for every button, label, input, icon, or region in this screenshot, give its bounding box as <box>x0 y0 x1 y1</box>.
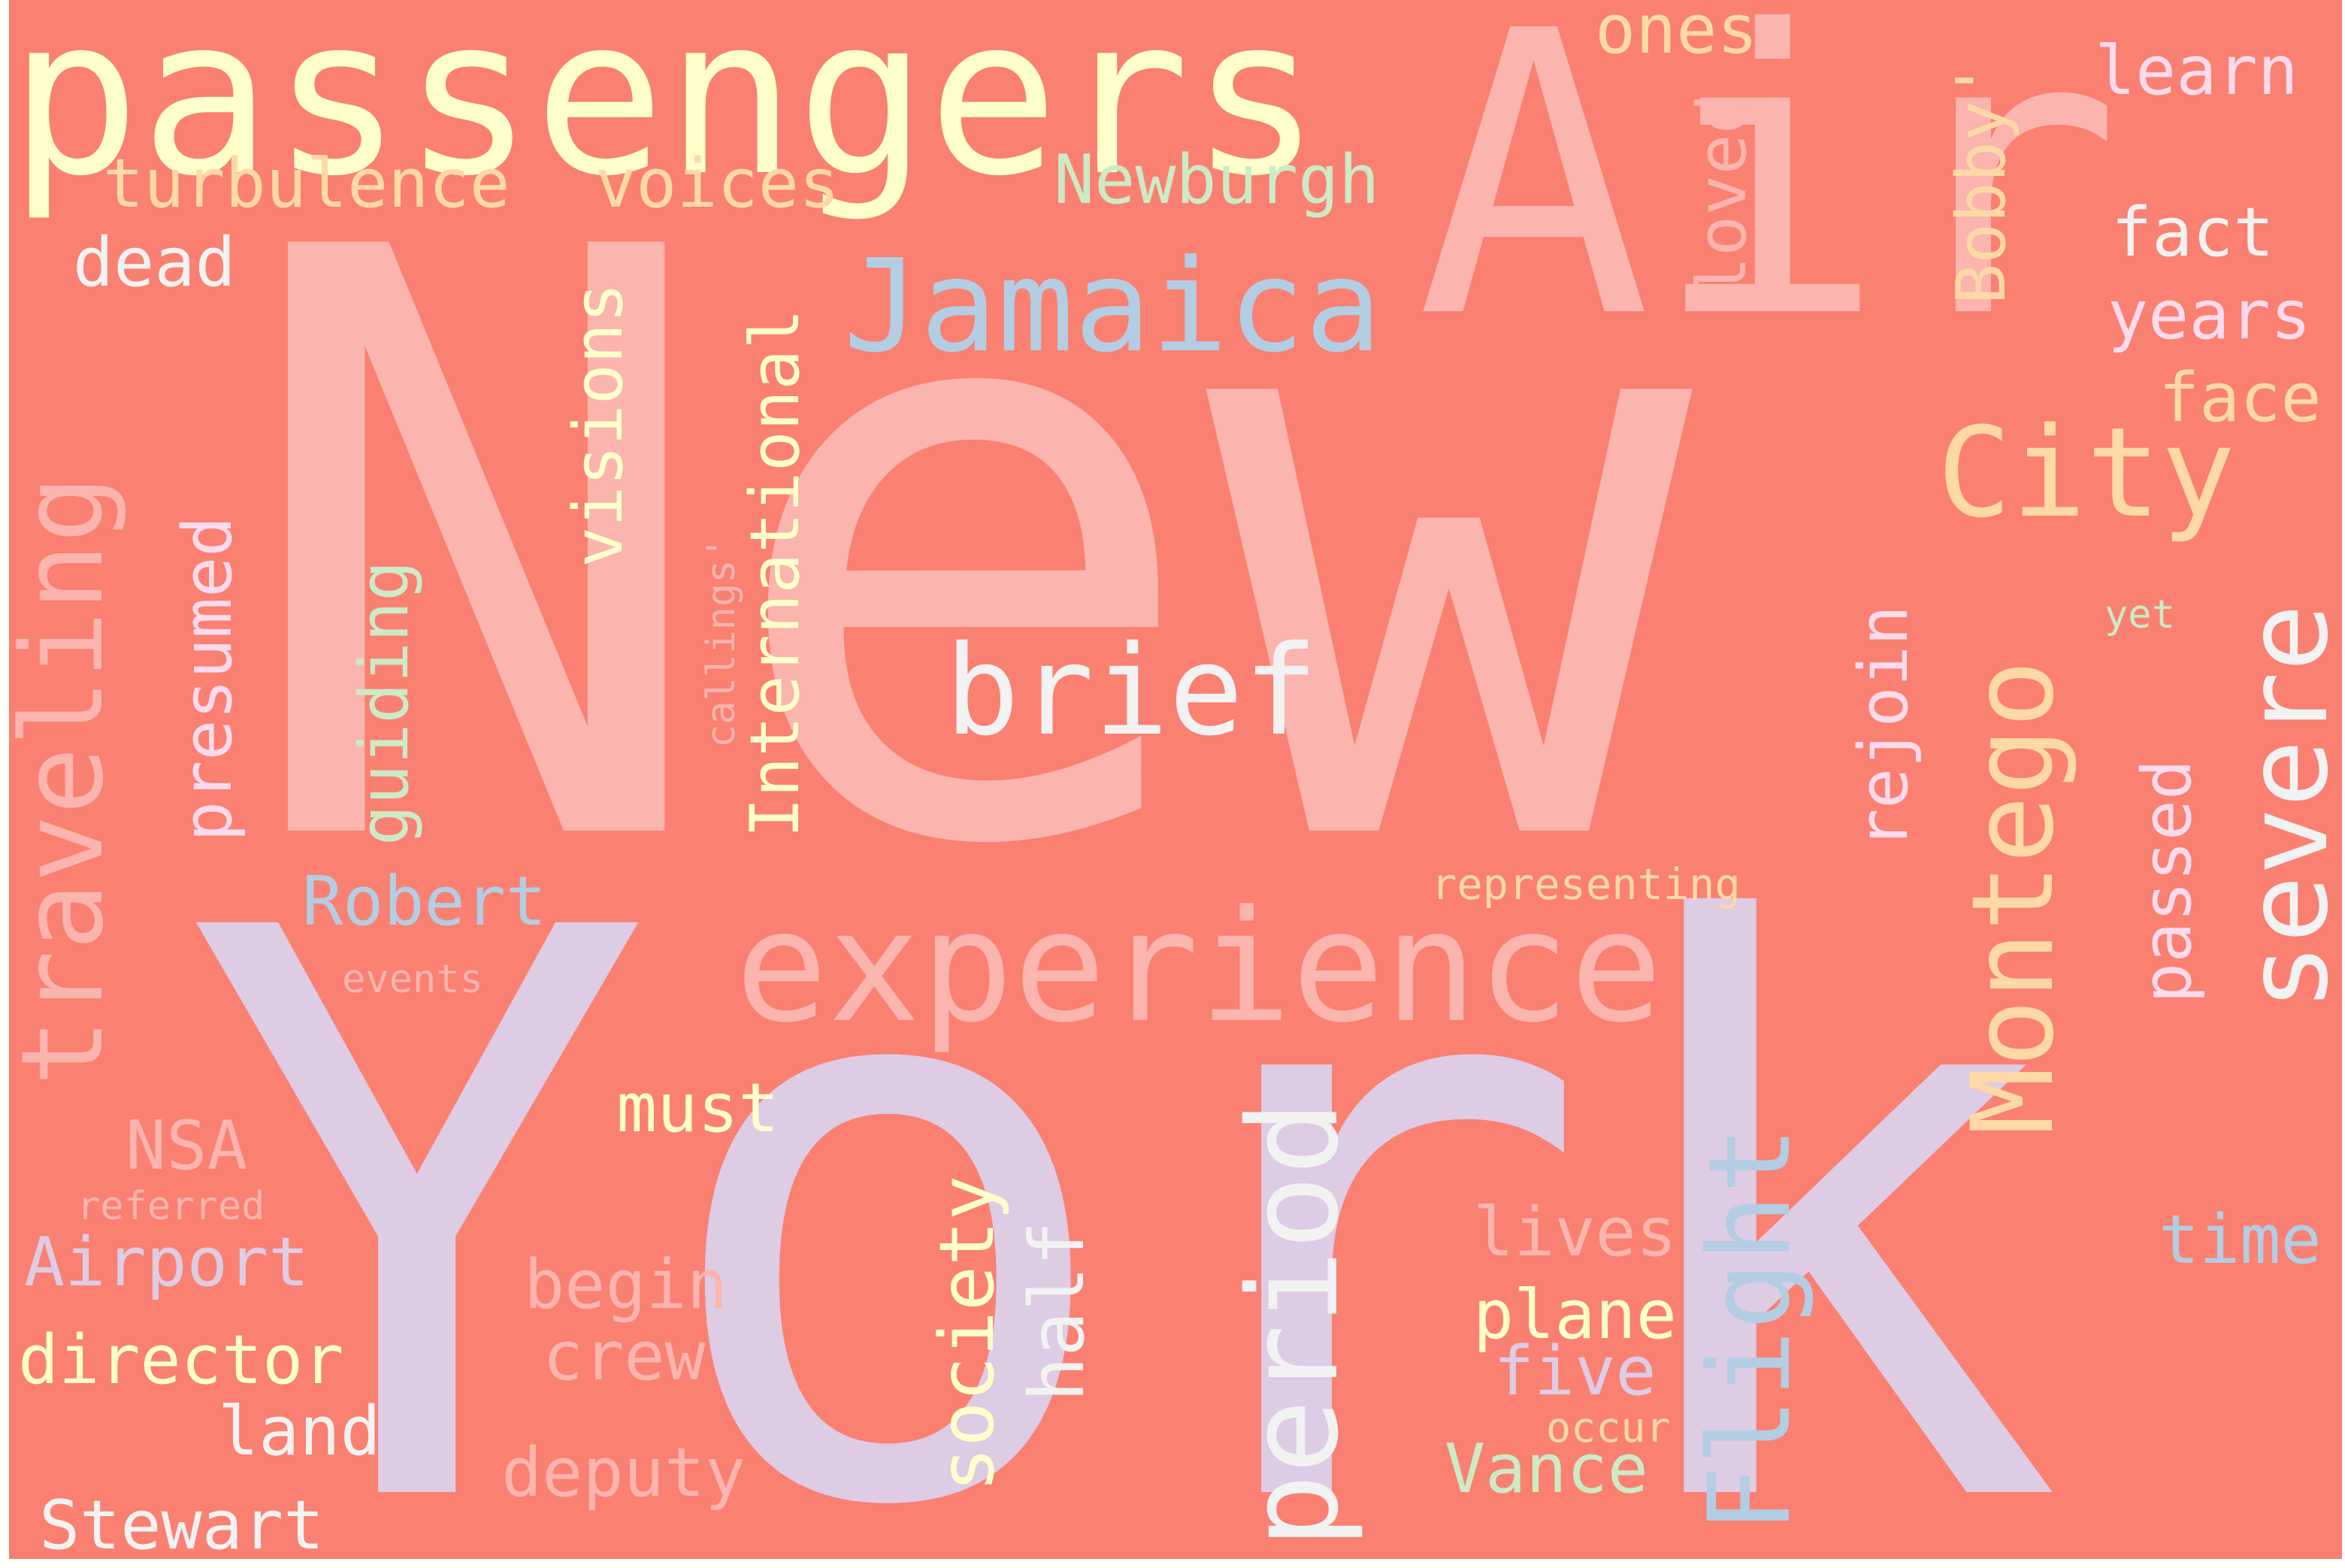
word-director: director <box>18 1321 344 1400</box>
word-rejoin: rejoin <box>1844 604 1923 849</box>
word-ones: ones <box>1595 0 1758 69</box>
word-period: period <box>1221 1100 1366 1548</box>
word-callings: callings' <box>699 536 744 748</box>
word-robert: Robert <box>302 862 547 941</box>
word-half: half <box>1013 1221 1101 1402</box>
word-presumed: presumed <box>168 516 247 842</box>
word-brief: brief <box>945 619 1318 763</box>
word-flight: Flight <box>1685 1126 1816 1533</box>
word-severe: severe <box>2222 604 2342 1011</box>
word-air: Air <box>1416 0 2123 404</box>
word-new: New <box>233 80 1693 1022</box>
word-years: years <box>2107 276 2311 355</box>
word-visions: visions <box>559 282 638 568</box>
word-five: five <box>1493 1332 1657 1411</box>
word-bobby: Bobby' <box>1942 59 2021 304</box>
word-referred: referred <box>77 1184 265 1229</box>
word-events: events <box>342 957 483 1002</box>
word-york: York <box>182 767 2065 1559</box>
word-cloud: New York Air passengers experience Jamai… <box>9 0 2342 1559</box>
word-jamaica: Jamaica <box>843 232 1382 381</box>
word-deputy: deputy <box>501 1433 746 1512</box>
word-dead: dead <box>73 223 236 302</box>
word-newburgh: Newburgh <box>1054 141 1380 219</box>
word-fact: fact <box>2111 193 2274 272</box>
word-experience: experience <box>735 878 1663 1057</box>
word-begin: begin <box>524 1246 728 1324</box>
word-montego: Montego <box>1948 659 2079 1135</box>
word-society: society <box>923 1175 1011 1492</box>
word-yet: yet <box>2104 592 2175 637</box>
word-loved: loved <box>1683 93 1762 297</box>
word-guiding: guiding <box>345 560 424 846</box>
word-voices: voices <box>595 144 840 223</box>
word-stewart: Stewart <box>39 1486 325 1560</box>
word-turbulence: turbulence <box>103 144 510 223</box>
word-airport: Airport <box>24 1223 310 1302</box>
word-face: face <box>2159 359 2322 437</box>
word-crew: crew <box>543 1317 706 1396</box>
word-vance: Vance <box>1445 1430 1648 1509</box>
word-international: International <box>736 308 815 838</box>
word-learn: learn <box>2095 32 2298 110</box>
word-nsa: NSA <box>126 1106 248 1185</box>
word-representing: representing <box>1431 860 1741 910</box>
word-passed: passed <box>2128 758 2207 1003</box>
word-land: land <box>218 1392 381 1471</box>
word-time: time <box>2159 1200 2322 1279</box>
word-plane: plane <box>1473 1276 1677 1355</box>
word-occur: occur <box>1546 1403 1671 1451</box>
word-lives: lives <box>1473 1193 1677 1272</box>
word-traveling: traveling <box>9 475 129 1086</box>
word-must: must <box>616 1069 779 1148</box>
word-passengers: passengers <box>9 0 1321 224</box>
word-city: City <box>1937 401 2236 545</box>
